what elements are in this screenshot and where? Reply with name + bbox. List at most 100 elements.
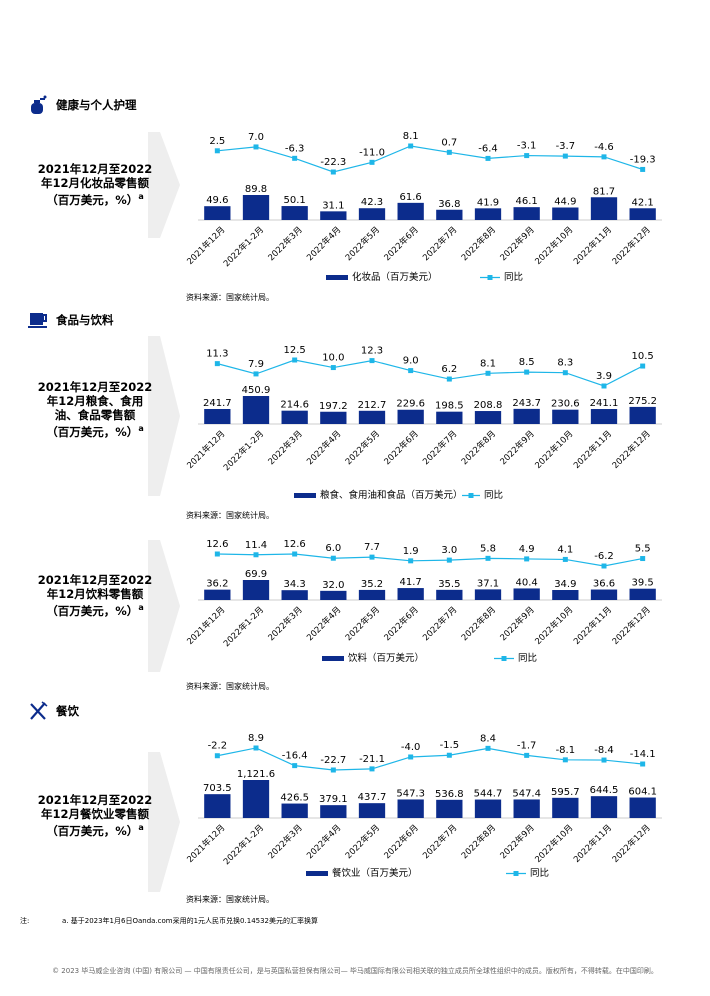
category-tick-label: 2022年7月 xyxy=(420,428,459,467)
yoy-point xyxy=(214,753,220,759)
yoy-point xyxy=(524,752,530,758)
yoy-point xyxy=(330,767,336,773)
yoy-value-label: -6.3 xyxy=(285,143,305,154)
category-tick-label: 2022年6月 xyxy=(382,822,421,861)
title-line: 年12月饮料零售额 xyxy=(46,587,144,601)
bar-value-label: 69.9 xyxy=(245,569,267,580)
yoy-value-label: -14.1 xyxy=(630,749,656,760)
category-tick-label: 2022年8月 xyxy=(459,428,498,467)
chart-title-grain-food: 2021年12月至2022 年12月粮食、食用 油、食品零售额 （百万美元，%）… xyxy=(20,380,170,439)
yoy-point xyxy=(640,363,646,369)
yoy-point xyxy=(408,368,414,374)
category-tick-label: 2022年1-2月 xyxy=(221,822,266,867)
bar xyxy=(629,208,656,220)
title-line: （百万美元，%） xyxy=(46,603,139,618)
yoy-point xyxy=(408,143,414,149)
yoy-point xyxy=(524,153,530,159)
yoy-point xyxy=(446,557,452,563)
bar xyxy=(590,197,618,220)
category-tick-label: 2021年12月 xyxy=(185,822,228,865)
bar xyxy=(358,208,386,220)
bar xyxy=(358,803,386,818)
yoy-point xyxy=(408,754,414,760)
title-line: 2021年12月至2022 xyxy=(37,573,153,587)
title-line: 油、食品零售额 xyxy=(54,408,136,422)
yoy-point xyxy=(640,761,646,767)
bar xyxy=(281,410,308,424)
yoy-point xyxy=(485,555,491,561)
yoy-value-label: -8.4 xyxy=(594,745,614,756)
yoy-point xyxy=(369,159,375,165)
category-tick-label: 2022年9月 xyxy=(498,822,537,861)
bar-value-label: 81.7 xyxy=(593,186,615,197)
bar-value-label: 547.3 xyxy=(396,788,425,799)
bar xyxy=(436,209,463,220)
yoy-point xyxy=(562,757,568,763)
yoy-value-label: 12.6 xyxy=(284,539,306,550)
category-tick-label: 2022年8月 xyxy=(459,224,498,263)
section-title: 餐饮 xyxy=(56,704,79,718)
legend-line-label: 同比 xyxy=(518,652,537,664)
yoy-value-label: -6.2 xyxy=(594,551,614,562)
yoy-value-label: 7.0 xyxy=(248,132,264,143)
bar-value-label: 275.2 xyxy=(628,396,657,407)
bar xyxy=(320,211,347,220)
bar xyxy=(590,796,618,818)
bar xyxy=(397,202,424,220)
section-dining: 餐饮 xyxy=(28,700,79,722)
category-tick-label: 2022年5月 xyxy=(343,224,382,263)
category-tick-label: 2022年12月 xyxy=(610,224,653,267)
bar-value-label: 198.5 xyxy=(435,401,464,412)
bar-value-label: 595.7 xyxy=(551,787,580,798)
title-footnote-mark: a xyxy=(138,603,144,612)
bar-value-label: 46.1 xyxy=(516,196,538,207)
category-tick-label: 2022年11月 xyxy=(571,428,614,471)
chevron-decoration xyxy=(148,752,180,892)
yoy-value-label: 10.5 xyxy=(632,351,654,362)
yoy-point xyxy=(253,745,259,751)
bar xyxy=(474,799,502,818)
category-tick-label: 2022年10月 xyxy=(533,428,576,471)
yoy-point xyxy=(408,558,414,564)
legend-line-marker xyxy=(513,871,519,876)
yoy-point xyxy=(330,555,336,561)
bar-value-label: 241.7 xyxy=(203,398,232,409)
yoy-point xyxy=(292,763,298,769)
yoy-value-label: 1.9 xyxy=(403,546,419,557)
category-tick-label: 2022年9月 xyxy=(498,604,537,643)
yoy-point xyxy=(524,556,530,562)
yoy-line xyxy=(217,359,643,387)
bar-value-label: 89.8 xyxy=(245,184,267,195)
bar xyxy=(358,589,386,600)
category-tick-label: 2022年11月 xyxy=(571,822,614,865)
source-note: 资料来源：国家统计局。 xyxy=(186,293,274,302)
bar-value-label: 547.4 xyxy=(512,788,541,799)
yoy-point xyxy=(369,554,375,560)
yoy-point xyxy=(601,154,607,160)
category-tick-label: 2022年7月 xyxy=(420,224,459,263)
category-tick-label: 2022年12月 xyxy=(610,604,653,647)
legend-bar-label: 饮料（百万美元） xyxy=(348,652,424,664)
title-line: 2021年12月至2022 xyxy=(37,162,153,176)
bar xyxy=(552,409,579,424)
category-tick-label: 2022年6月 xyxy=(382,428,421,467)
yoy-point xyxy=(485,370,491,376)
bar xyxy=(513,207,540,220)
fork-knife-icon xyxy=(30,701,48,720)
bar-value-label: 36.8 xyxy=(438,199,460,210)
yoy-point xyxy=(562,153,568,159)
category-tick-label: 2021年12月 xyxy=(185,604,228,647)
category-tick-label: 2022年10月 xyxy=(533,604,576,647)
category-tick-label: 2022年3月 xyxy=(266,822,305,861)
yoy-line xyxy=(217,553,643,567)
title-footnote-mark: a xyxy=(138,424,144,433)
yoy-value-label: 5.5 xyxy=(635,544,651,555)
yoy-point xyxy=(446,376,452,382)
yoy-point xyxy=(562,556,568,562)
yoy-value-label: 10.0 xyxy=(322,353,344,364)
legend-bar-swatch xyxy=(322,656,344,661)
beverage-chart: 36.2 69.9 34.3 32.0 35.2 41.7 35.5 37.1 40.4 34.9… xyxy=(185,539,662,664)
yoy-point xyxy=(292,155,298,161)
yoy-point xyxy=(253,552,259,558)
category-tick-label: 2022年11月 xyxy=(571,604,614,647)
